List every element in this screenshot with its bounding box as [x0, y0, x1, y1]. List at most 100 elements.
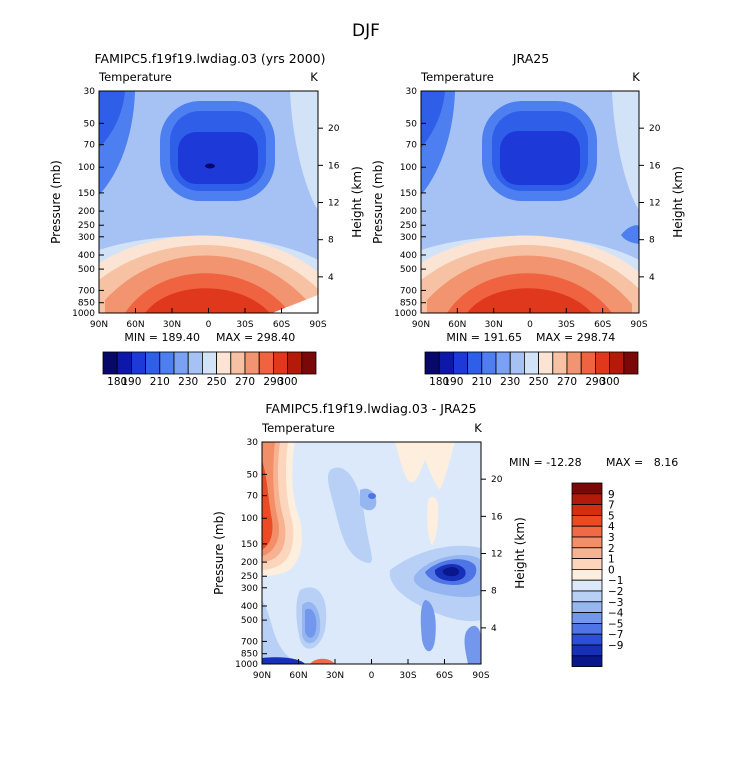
y-tick-label: 400	[241, 602, 258, 612]
colorbar-label: 290	[263, 376, 283, 388]
surface-band-b	[310, 658, 335, 664]
colorbar-swatch	[571, 644, 603, 657]
y-axis-label: Pressure (mb)	[371, 160, 385, 244]
colorbar-label: 7	[608, 500, 615, 512]
x-tick-label: 0	[369, 671, 375, 681]
max-label: MAX = 298.74	[536, 331, 615, 344]
max-label: MAX = 298.40	[216, 331, 295, 344]
y-tick-label: 250	[241, 572, 258, 582]
colorbar-label: 4	[608, 521, 615, 533]
colorbar-label: 190	[443, 376, 463, 388]
y-tick-label: 150	[241, 540, 258, 550]
y2-tick-label: 4	[491, 624, 497, 634]
colorbar-label: −4	[608, 608, 624, 620]
colorbar-swatch	[566, 351, 582, 375]
y2-tick-label: 20	[491, 475, 503, 485]
colorbar-swatch	[467, 351, 483, 375]
x-tick-label: 90N	[412, 320, 430, 330]
y2-axis-label: Height (km)	[513, 517, 527, 588]
colorbar-swatch	[173, 351, 189, 375]
colorbar-label: 180	[429, 376, 449, 388]
y2-tick-label: 16	[328, 161, 340, 171]
y-axis-label: Pressure (mb)	[49, 160, 63, 244]
contour-minimum	[205, 163, 215, 169]
contour-band-neg4-a	[305, 608, 317, 638]
y-tick-label: 100	[78, 163, 95, 173]
colorbar-swatch	[571, 515, 603, 527]
x-tick-label: 60S	[436, 671, 453, 681]
y-tick-label: 300	[78, 233, 95, 243]
y-tick-label: 400	[78, 251, 95, 261]
colorbar-swatch	[571, 504, 603, 516]
contour-band-neg2-b	[327, 467, 372, 564]
y-tick-label: 850	[241, 650, 258, 660]
colorbar-swatch	[571, 655, 603, 667]
y2-tick-label: 16	[649, 161, 661, 171]
colorbar-swatch	[272, 351, 288, 375]
contour-field	[99, 91, 318, 313]
min-label: MIN = 191.65	[446, 331, 522, 344]
x-tick-label: 90S	[630, 320, 647, 330]
colorbar-swatch	[609, 351, 625, 375]
y-tick-label: 250	[78, 221, 95, 231]
contour-field	[262, 442, 481, 664]
y-tick-label: 400	[400, 251, 417, 261]
colorbar-label: 210	[150, 376, 170, 388]
panel-title: FAMIPC5.f19f19.lwdiag.03 - JRA25	[265, 401, 476, 416]
x-tick-label: 60N	[448, 320, 466, 330]
y-tick-label: 50	[84, 119, 96, 129]
x-tick-label: 90N	[253, 671, 271, 681]
y-tick-label: 200	[400, 207, 417, 217]
y-tick-label: 700	[241, 637, 258, 647]
missing-data	[272, 295, 318, 313]
y-tick-label: 1000	[394, 309, 417, 319]
y-tick-label: 850	[400, 299, 417, 309]
surface-band-a	[262, 657, 305, 664]
contour-band-neg4-d	[420, 600, 436, 652]
contour-band-neg5-b	[368, 493, 376, 499]
panel-title: JRA25	[512, 51, 549, 66]
figure-title: DJF	[352, 21, 380, 41]
y2-tick-label: 20	[649, 124, 661, 134]
colorbar-swatch	[571, 590, 603, 603]
y-tick-label: 50	[406, 119, 418, 129]
y-tick-label: 70	[406, 141, 418, 151]
colorbar-swatch	[595, 351, 611, 375]
colorbar-label: 0	[608, 564, 615, 576]
y-tick-label: 200	[241, 558, 258, 568]
x-tick-label: 30N	[163, 320, 181, 330]
y-tick-label: 1000	[235, 660, 258, 670]
x-tick-label: 30S	[236, 320, 253, 330]
colorbar-swatch	[571, 579, 603, 592]
colorbar-swatch	[130, 351, 146, 375]
colorbar-label: −2	[608, 586, 623, 598]
colorbar-label: −7	[608, 629, 623, 641]
x-tick-label: 30N	[326, 671, 344, 681]
colorbar-label: 1	[608, 554, 615, 566]
colorbar-label: 210	[472, 376, 492, 388]
x-tick-label: 90S	[309, 320, 326, 330]
y2-tick-label: 12	[491, 550, 502, 560]
colorbar-swatch	[287, 351, 303, 375]
contour-band-290	[145, 288, 270, 313]
max-label: MAX = 8.16	[606, 456, 678, 469]
colorbar-label: −9	[608, 640, 623, 652]
y2-tick-label: 4	[649, 273, 655, 283]
contour-band-neg4-e	[464, 625, 481, 664]
colorbar-label: 230	[178, 376, 198, 388]
colorbar-swatch	[438, 351, 454, 375]
y-tick-label: 150	[78, 189, 95, 199]
colorbar-swatch	[571, 482, 603, 495]
variable-label: Temperature	[261, 421, 335, 435]
colorbar-swatch	[571, 547, 603, 559]
x-tick-label: 60S	[273, 320, 290, 330]
colorbar-swatch	[102, 351, 118, 375]
y2-axis-label: Height (km)	[350, 166, 364, 237]
y-tick-label: 100	[241, 514, 258, 524]
colorbar-label: −5	[608, 618, 623, 630]
colorbar-swatch	[244, 351, 260, 375]
y-tick-label: 250	[400, 221, 417, 231]
contour-band-190	[178, 132, 258, 184]
contour-band-neg1	[262, 600, 300, 664]
y-tick-label: 30	[84, 87, 96, 97]
